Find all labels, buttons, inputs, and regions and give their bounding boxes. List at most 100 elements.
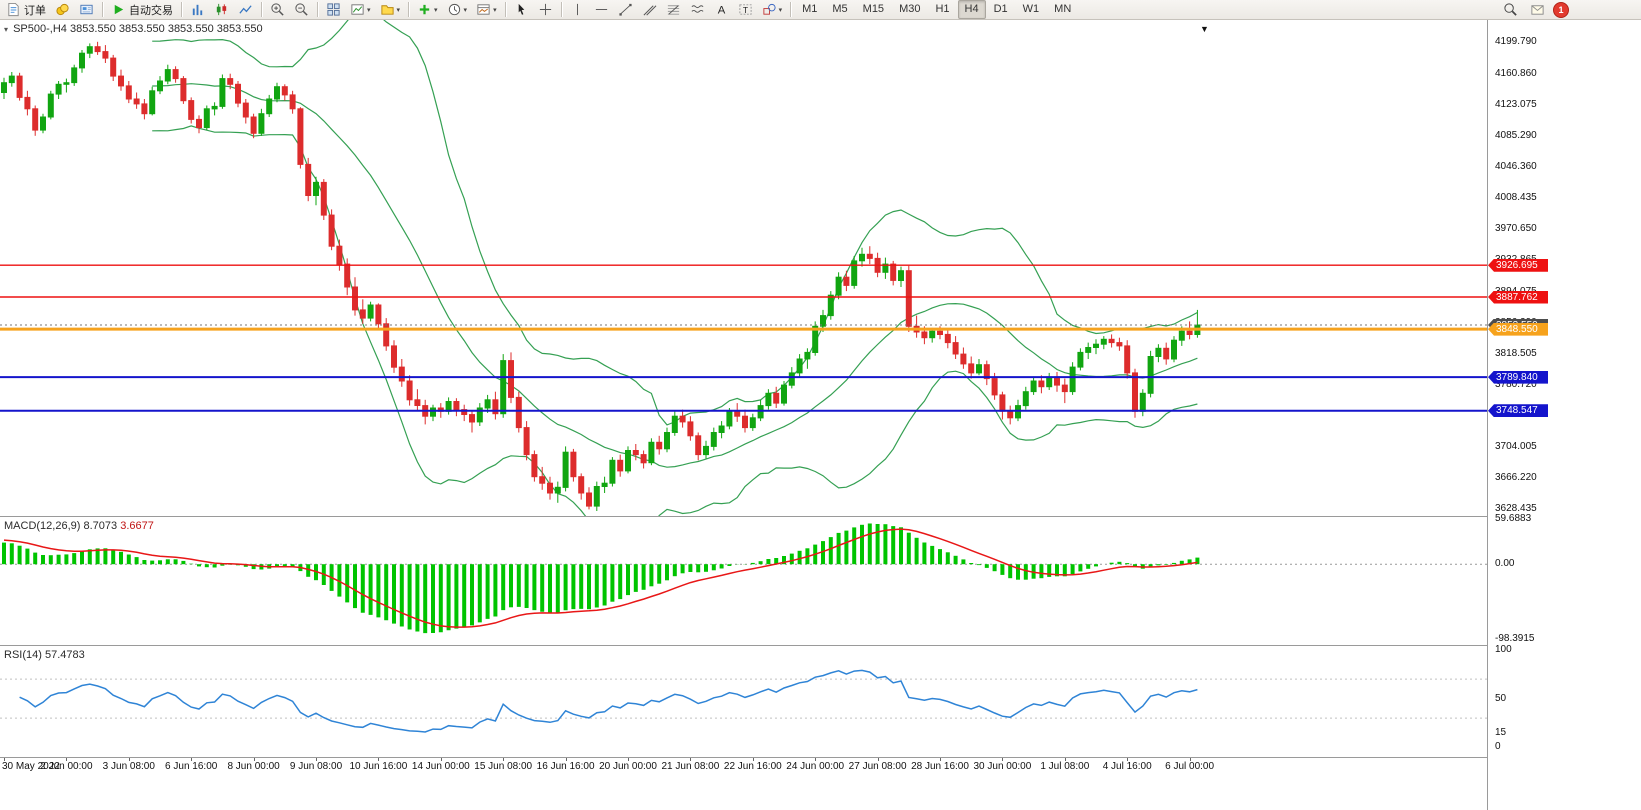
new-order-button[interactable]: 订单 (2, 0, 50, 20)
toolbar-separator (317, 2, 318, 17)
price-axis-label: 3780.720 (1495, 378, 1537, 390)
chart-shift-marker[interactable]: ▼ (1200, 24, 1209, 34)
profile-card-icon (80, 4, 93, 15)
cursor-icon (518, 3, 524, 15)
shapes-button[interactable]: ▾ (758, 0, 787, 20)
alerts-button[interactable] (1526, 0, 1549, 20)
toolbar-separator (408, 2, 410, 17)
time-axis-tick (378, 758, 380, 761)
trendline-button[interactable] (614, 0, 637, 20)
toolbar-separator (504, 2, 506, 17)
line-chart-icon (239, 5, 252, 14)
symbol-dropdown-icon[interactable]: ▾ (4, 25, 9, 34)
timeframe-button-m1[interactable]: M1 (802, 3, 818, 15)
chevron-down-icon: ▾ (778, 6, 783, 14)
vertical-line-button[interactable] (566, 0, 589, 20)
time-axis-label: 30 Jun 00:00 (973, 761, 1032, 772)
mail-icon (1531, 5, 1544, 15)
time-axis-label: 14 Jun 00:00 (411, 761, 470, 772)
indicators-add-button[interactable]: ▾ (413, 0, 442, 20)
profiles-button[interactable]: ▾ (376, 0, 405, 20)
tile-windows-button[interactable] (322, 0, 345, 20)
crosshair-button[interactable] (534, 0, 557, 20)
shapes-icon (762, 3, 776, 15)
price-axis-label: 3666.220 (1495, 472, 1537, 484)
horizontal-line-button[interactable] (590, 0, 613, 20)
time-axis-tick (128, 758, 130, 761)
bar-chart-icon (192, 4, 203, 16)
time-axis-tick (4, 758, 5, 761)
price-axis-label: 3970.650 (1495, 223, 1537, 235)
time-axis-label: 6 Jun 16:00 (165, 761, 218, 772)
horizontal-line-icon (595, 9, 607, 10)
waves-icon (691, 5, 704, 13)
accounts-button[interactable] (75, 0, 98, 20)
rsi-panel[interactable]: RSI(14) 57.4783 (0, 646, 1487, 758)
timeframe-button-m30[interactable]: M30 (899, 3, 921, 15)
timeframe-button-h1[interactable]: H1 (935, 3, 950, 15)
time-axis-tick (1189, 758, 1191, 761)
gold-coins-icon (56, 3, 69, 16)
price-axis-label: 3628.435 (1495, 503, 1537, 514)
text-button[interactable]: A (710, 0, 733, 20)
toolbar-right-group: 1 (1499, 0, 1639, 20)
timeframe-button-m5[interactable]: M5 (832, 3, 848, 15)
main-chart-panel[interactable]: ▾ SP500-,H4 3853.550 3853.550 3853.550 3… (0, 20, 1487, 517)
timeframe-button-mn[interactable]: MN (1054, 3, 1072, 15)
time-axis-label: 1 Jul 08:00 (1040, 761, 1090, 772)
history-center-button[interactable] (51, 0, 74, 20)
notification-badge[interactable]: 1 (1553, 1, 1569, 18)
periods-button[interactable]: ▾ (443, 0, 472, 20)
zoom-out-button[interactable] (290, 0, 313, 20)
toolbar-separator (181, 2, 182, 17)
candlestick-icon (216, 3, 227, 16)
macd-value-main: 8.7073 (83, 520, 118, 532)
timeframe-button-w1[interactable]: W1 (1022, 3, 1040, 15)
candlestick-chart-button[interactable] (210, 0, 233, 20)
hline-price-badge: 3789.840 (1488, 370, 1548, 384)
search-button[interactable] (1499, 0, 1522, 20)
fibonacci-button[interactable] (662, 0, 685, 20)
line-chart-button[interactable] (234, 0, 257, 20)
macd-axis-label: -98.3915 (1495, 633, 1535, 645)
chart-workspace: ▾ SP500-,H4 3853.550 3853.550 3853.550 3… (0, 20, 1641, 810)
new-chart-button[interactable]: ▾ (346, 0, 375, 20)
time-axis-label: 20 Jun 00:00 (599, 761, 657, 772)
timeframe-button-d1[interactable]: D1 (993, 3, 1008, 15)
new-chart-icon (351, 4, 364, 15)
time-axis-tick (565, 758, 567, 761)
macd-name: MACD(12,26,9) (4, 520, 81, 532)
time-axis[interactable]: 30 May 2022 2 Jun 00:00 3 Jun 08:00 6 Jun 1… (0, 758, 1487, 777)
trendline-icon (618, 3, 632, 16)
macd-value-signal: 3.6677 (120, 520, 154, 532)
ohlc-readout: 3853.550 3853.550 3853.550 3853.550 (69, 23, 263, 35)
time-axis-label: 2 Jun 00:00 (40, 761, 93, 772)
macd-label: MACD(12,26,9) 8.7073 3.6677 (4, 520, 154, 532)
price-axis[interactable]: 4199.790 4160.860 4123.075 4085.290 4046.360… (1487, 20, 1641, 810)
channel-button[interactable] (638, 0, 661, 20)
time-axis-label: 27 Jun 08:00 (848, 761, 907, 772)
bar-chart-button[interactable] (186, 0, 209, 20)
time-axis-tick (690, 758, 692, 761)
chevron-down-icon: ▾ (493, 6, 497, 14)
label-button[interactable]: T (734, 0, 757, 20)
price-axis-label: 4160.860 (1495, 67, 1537, 79)
time-axis-label: 15 Jun 08:00 (474, 761, 533, 772)
timeframe-button-m15[interactable]: M15 (862, 3, 885, 15)
zoom-in-button[interactable] (266, 0, 289, 20)
chevron-down-icon: ▾ (367, 6, 371, 14)
price-axis-label: 4123.075 (1495, 98, 1537, 110)
auto-trading-button[interactable]: 自动交易 (107, 0, 177, 20)
hline-price-badge: 3748.547 (1488, 404, 1548, 418)
new-order-icon (8, 2, 19, 17)
templates-button[interactable]: ▾ (472, 0, 501, 20)
time-axis-tick (877, 758, 879, 761)
timeframe-button-h4[interactable]: H4 (957, 0, 986, 19)
macd-panel[interactable]: MACD(12,26,9) 8.7073 3.6677 (0, 517, 1487, 646)
cursor-button[interactable] (510, 0, 533, 20)
time-axis-tick (503, 758, 505, 761)
waves-button[interactable] (686, 0, 709, 20)
chevron-down-icon: ▾ (434, 6, 438, 14)
search-icon (1504, 3, 1517, 16)
